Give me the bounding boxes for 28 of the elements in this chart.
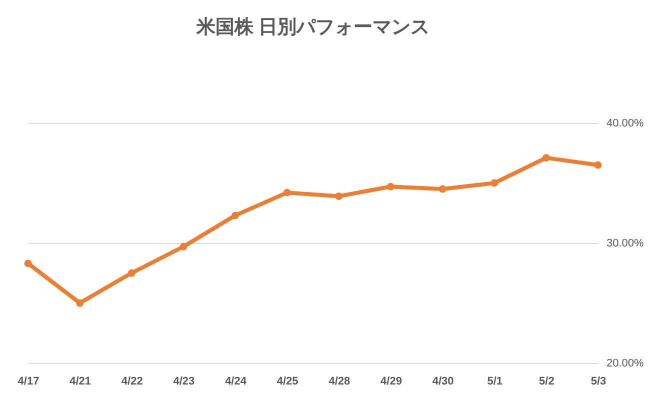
x-tick-label: 5/3 [590,376,606,388]
x-tick-label: 5/2 [539,376,554,388]
point [490,179,498,187]
y-tick-label: 20.00% [606,358,644,370]
point [438,185,446,193]
point [128,269,136,277]
x-tick-label: 4/28 [328,376,350,388]
point [76,299,84,307]
x-tick-label: 4/23 [173,376,195,388]
point [335,192,343,200]
point [542,154,550,162]
x-tick-label: 4/22 [121,376,143,388]
x-tick-label: 4/17 [18,376,40,388]
x-tick-label: 4/30 [432,376,454,388]
chart-title: 米国株 日別パフォーマンス [195,16,430,38]
point [232,212,239,220]
y-tick-label: 40.00% [606,118,644,130]
x-tick-label: 4/21 [70,376,92,388]
x-tick-label: 4/25 [276,376,298,388]
x-tick-label: 4/29 [380,376,402,388]
point [180,242,188,250]
x-tick-label: 4/24 [225,376,248,388]
point [283,188,291,196]
x-tick-label: 5/1 [487,376,503,388]
point [387,182,394,190]
point [24,260,32,268]
y-tick-label: 30.00% [606,238,644,250]
point [594,161,602,169]
